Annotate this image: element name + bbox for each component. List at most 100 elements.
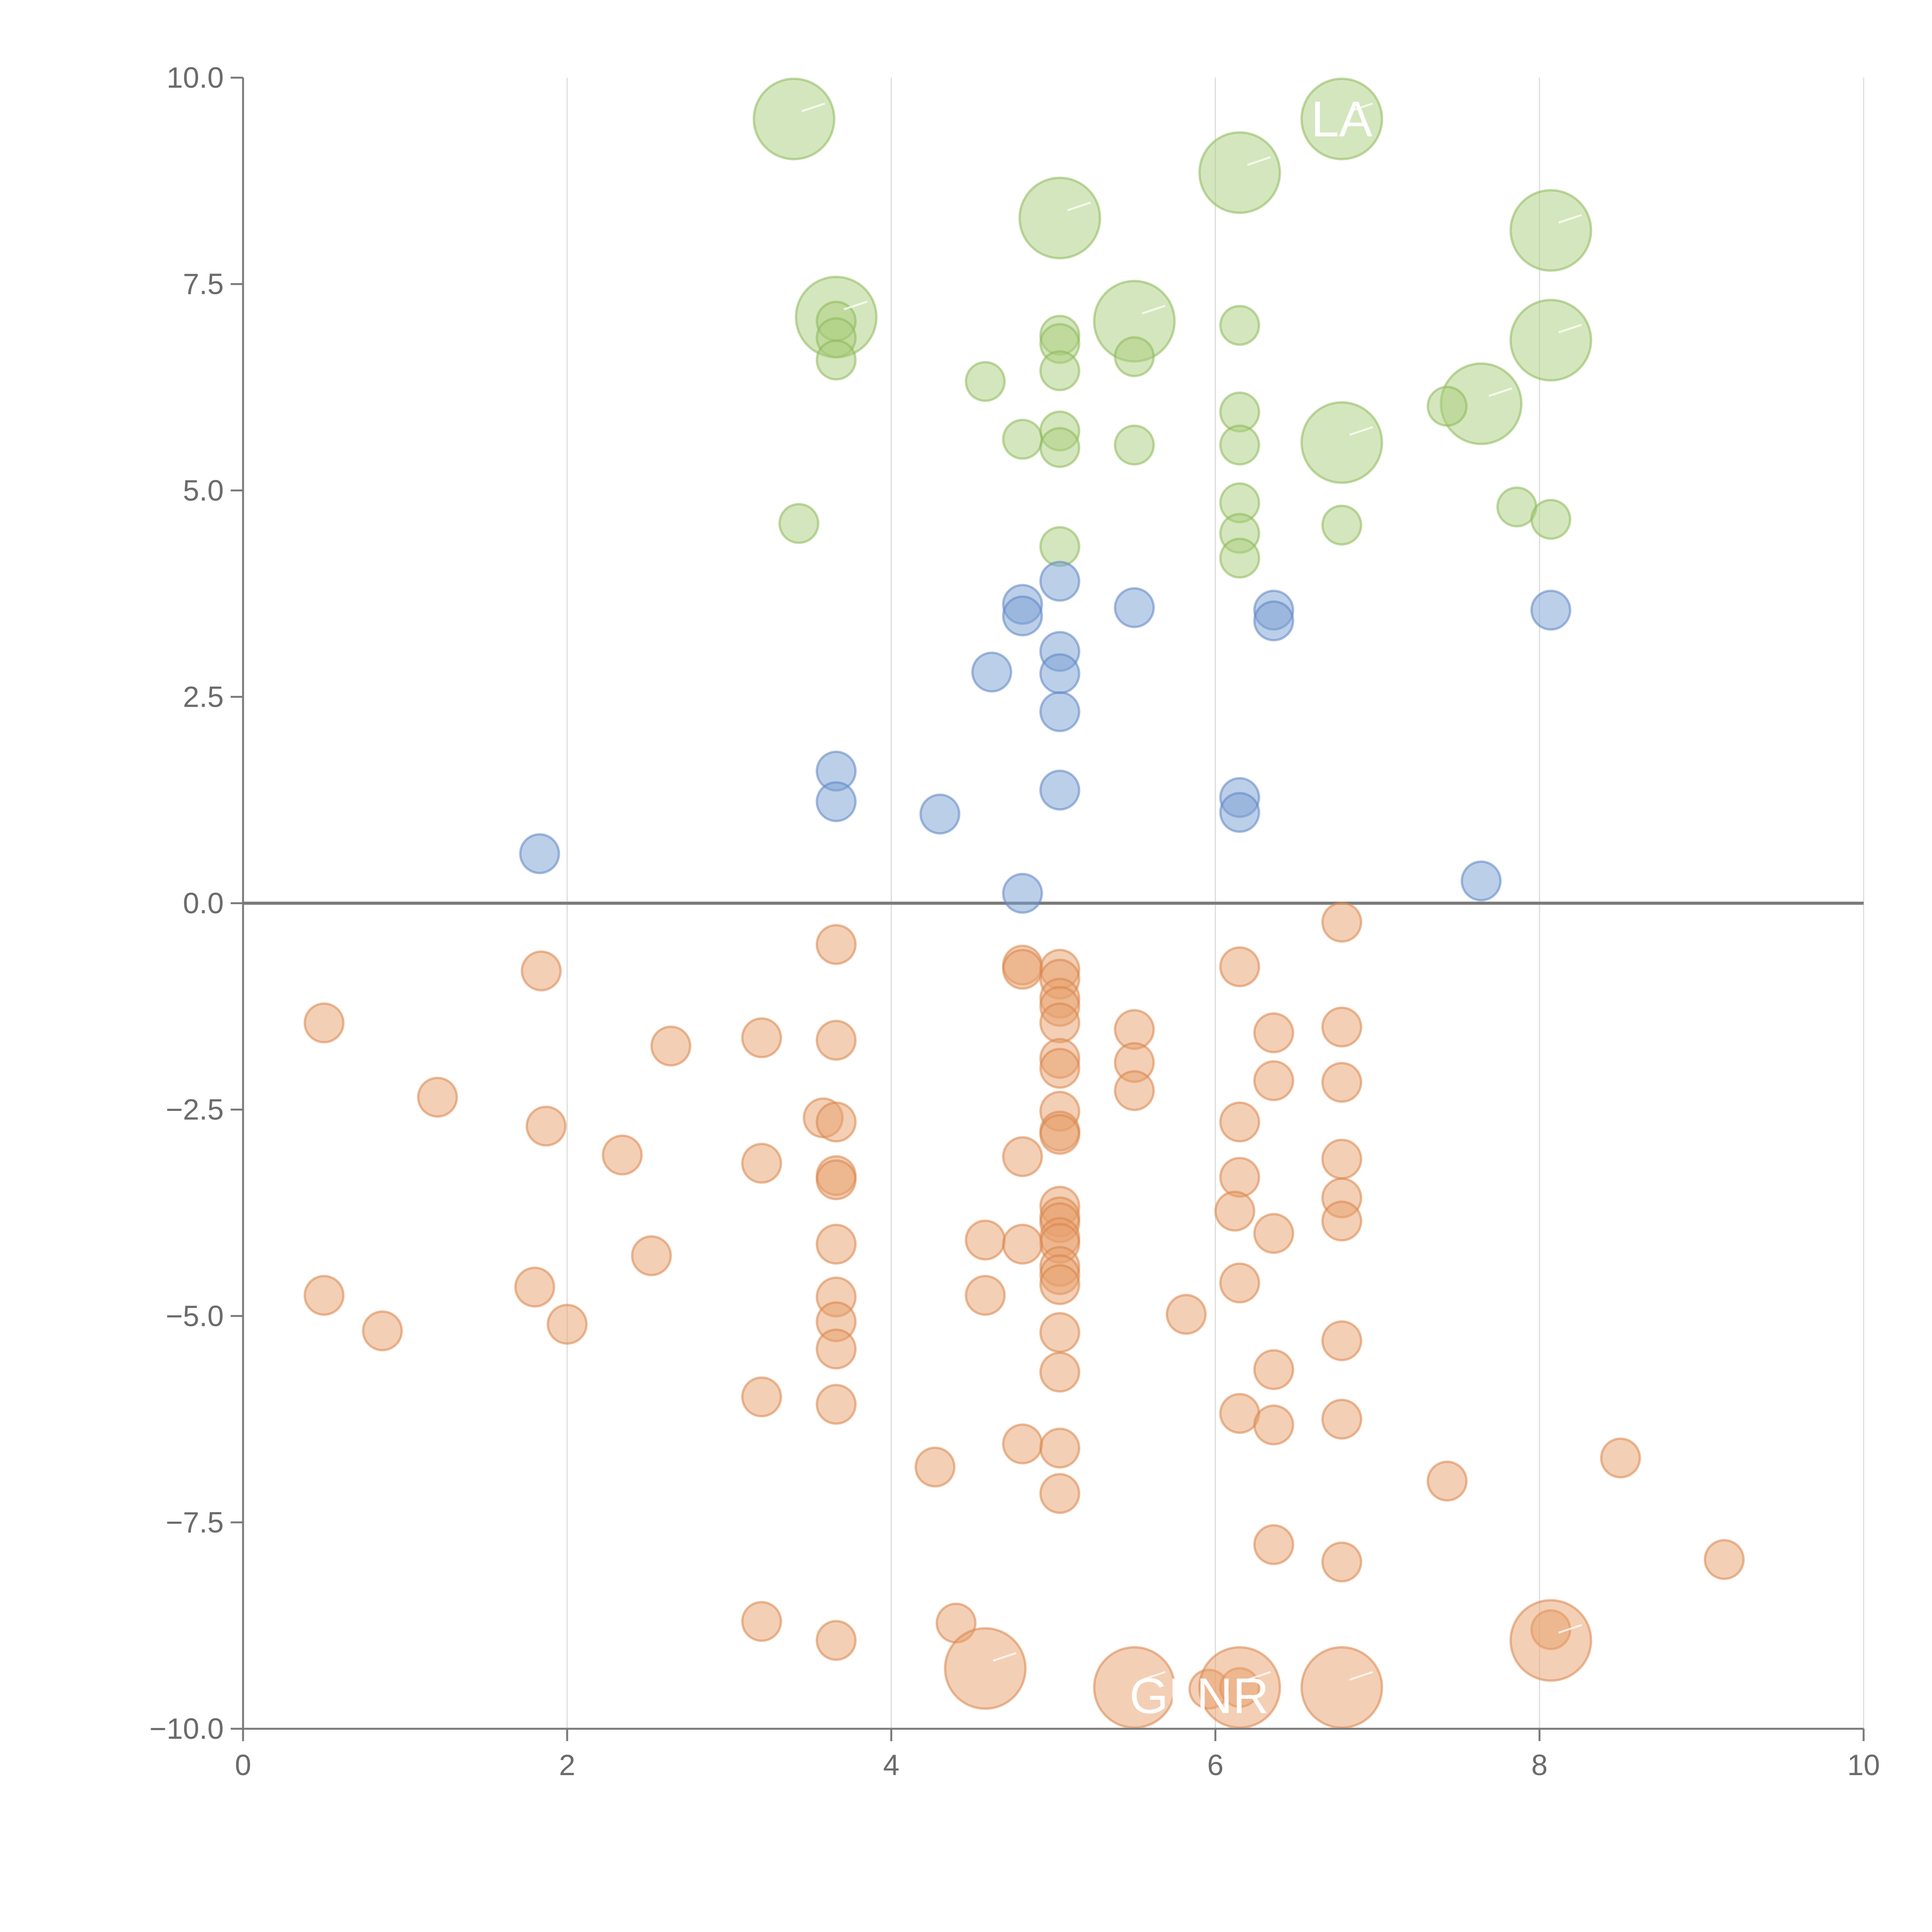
point-mid-10 [1039, 691, 1080, 732]
point-low-33 [741, 1143, 782, 1184]
point-low-7 [520, 950, 562, 992]
point-low-22 [1321, 1062, 1362, 1103]
point-highlight-high-3 [1067, 201, 1091, 211]
point-highlight-high-0 [801, 102, 825, 112]
point-high-7 [1509, 299, 1592, 382]
point-low-77 [914, 1446, 956, 1488]
point-low-71 [1219, 1393, 1260, 1434]
point-low-67 [1039, 1352, 1080, 1393]
point-highlight-low-91 [1141, 1671, 1166, 1681]
point-high-2 [1198, 131, 1281, 214]
point-low-79 [1039, 1473, 1080, 1514]
point-highlight-high-2 [1247, 156, 1271, 166]
point-high-0 [752, 77, 835, 160]
point-low-23 [417, 1077, 458, 1118]
point-highlight-high-8 [1349, 426, 1373, 436]
y-tick-label-1: 7.5 [183, 268, 224, 301]
x-tick-label-2: 4 [883, 1749, 899, 1782]
point-low-91 [1093, 1646, 1176, 1729]
point-high-20 [1219, 424, 1260, 466]
point-high-24 [1114, 424, 1155, 466]
point-low-57 [303, 1275, 345, 1316]
point-highlight-low-93 [1349, 1671, 1373, 1681]
x-tick-label-3: 6 [1207, 1749, 1223, 1782]
point-low-59 [964, 1275, 1006, 1316]
x-tick-label-4: 8 [1531, 1749, 1548, 1782]
point-low-64 [1039, 1312, 1080, 1353]
point-low-24 [1114, 1070, 1155, 1111]
point-low-48 [964, 1219, 1006, 1261]
point-high-32 [1496, 486, 1537, 527]
point-low-65 [1321, 1320, 1362, 1361]
point-low-1 [816, 924, 857, 965]
point-low-55 [514, 1266, 555, 1308]
point-highlight-high-4 [1558, 214, 1582, 224]
y-tick-label-3: 2.5 [183, 680, 224, 713]
point-high-3 [1018, 177, 1101, 260]
point-low-49 [1002, 1223, 1043, 1265]
point-mid-6 [1530, 590, 1571, 631]
axis-ticks: 10.0 7.5 5.0 2.5 0.0 −2.5 −5.0 −7.5 −10.0 0 2 4 6 8 10 [150, 61, 1880, 1782]
point-highlight-low-90 [993, 1652, 1017, 1662]
point-low-63 [362, 1310, 403, 1352]
point-low-17 [1321, 1006, 1362, 1048]
point-low-10 [1039, 1002, 1080, 1044]
point-low-28 [526, 1105, 567, 1147]
point-highlight-high-6 [1141, 304, 1166, 315]
x-tick-label-5: 10 [1847, 1749, 1880, 1782]
point-high-17 [1114, 336, 1155, 378]
point-high-13 [1219, 304, 1260, 346]
point-labels: LA GLNR [1129, 91, 1372, 1724]
point-low-0 [1321, 901, 1362, 943]
point-low-43 [1214, 1190, 1255, 1232]
point-high-33 [1530, 499, 1571, 540]
point-mid-16 [1219, 792, 1260, 833]
point-low-74 [1002, 1423, 1043, 1464]
point-high-12 [816, 339, 857, 381]
y-tick-label-5: −2.5 [166, 1094, 224, 1126]
point-high-30 [1039, 526, 1080, 567]
point-high-23 [1039, 427, 1080, 468]
point-highlights [801, 102, 1582, 1681]
point-low-81 [1321, 1541, 1362, 1583]
point-highlight-low-89 [1558, 1624, 1582, 1634]
point-mid-17 [519, 833, 560, 874]
point-low-3 [1002, 949, 1043, 990]
point-low-50 [816, 1223, 857, 1265]
point-highlight-high-7 [1558, 324, 1582, 333]
point-low-92 [1198, 1646, 1281, 1729]
point-low-21 [1253, 1060, 1294, 1101]
point-low-82 [1704, 1539, 1745, 1580]
y-tick-label-8: −10.0 [150, 1713, 224, 1745]
point-mid-14 [1039, 769, 1080, 811]
point-low-66 [816, 1328, 857, 1370]
y-tick-label-2: 5.0 [183, 474, 224, 507]
point-low-14 [650, 1026, 692, 1067]
point-highlight-high-9 [1488, 387, 1513, 397]
point-mid-13 [919, 793, 961, 835]
point-low-62 [546, 1304, 588, 1345]
point-low-29 [1219, 1101, 1260, 1143]
point-low-12 [741, 1017, 782, 1058]
point-low-38 [1219, 1156, 1260, 1198]
point-low-60 [1165, 1294, 1207, 1335]
data-points [303, 77, 1745, 1729]
point-highlight-high-5 [844, 301, 867, 310]
point-mid-8 [971, 651, 1012, 693]
point-highlight-low-92 [1247, 1671, 1271, 1681]
point-low-31 [1039, 1114, 1080, 1155]
point-mid-0 [1039, 561, 1080, 602]
y-tick-label-4: 0.0 [183, 887, 224, 920]
point-low-51 [631, 1235, 672, 1276]
point-low-80 [1253, 1524, 1294, 1565]
point-label-0: LA [1311, 91, 1372, 147]
point-high-18 [964, 361, 1006, 402]
point-low-93 [1300, 1646, 1383, 1729]
point-low-34 [1002, 1136, 1043, 1177]
point-low-6 [1219, 946, 1260, 988]
y-tick-label-0: 10.0 [167, 61, 224, 94]
point-low-45 [1253, 1213, 1294, 1254]
point-low-76 [1600, 1437, 1641, 1479]
point-high-8 [1300, 401, 1383, 484]
